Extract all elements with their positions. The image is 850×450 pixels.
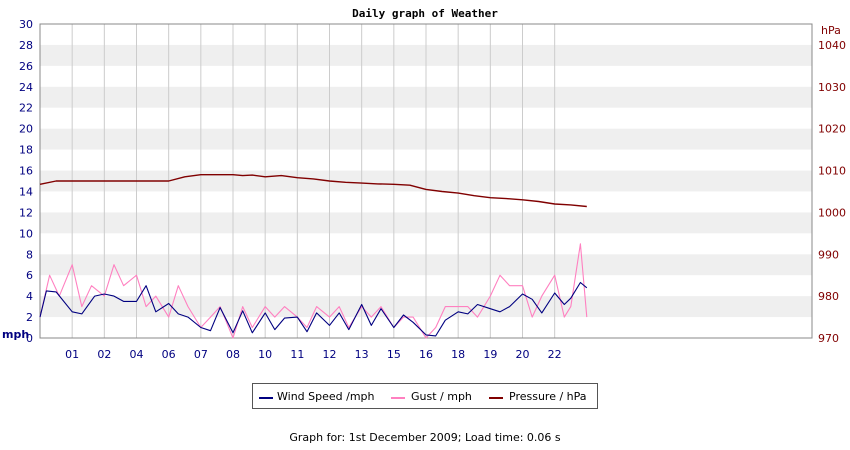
right-tick-label: 1000 xyxy=(818,206,846,219)
left-tick-label: 12 xyxy=(19,206,33,219)
right-tick-label: 970 xyxy=(818,332,839,345)
x-tick-label: 20 xyxy=(516,348,530,361)
right-tick-label: 1010 xyxy=(818,165,846,178)
x-tick-label: 06 xyxy=(162,348,176,361)
x-tick-label: 08 xyxy=(226,348,240,361)
series-line-wind-speed-mph xyxy=(39,281,588,337)
legend-swatch-pressure xyxy=(489,397,503,399)
series-line-pressure-hpa xyxy=(39,174,587,208)
x-tick-label: 22 xyxy=(548,348,562,361)
x-tick-label: 01 xyxy=(65,348,79,361)
x-tick-label: 15 xyxy=(387,348,401,361)
left-tick-label: 14 xyxy=(19,185,33,198)
right-tick-label: 990 xyxy=(818,248,839,261)
left-tick-label: 16 xyxy=(19,165,33,178)
left-tick-label: 10 xyxy=(19,227,33,240)
right-tick-label: 980 xyxy=(818,290,839,303)
x-tick-label: 07 xyxy=(194,348,208,361)
legend-item-pressure: Pressure / hPa xyxy=(509,390,587,403)
x-tick-label: 02 xyxy=(97,348,111,361)
x-tick-label: 04 xyxy=(130,348,144,361)
right-tick-label: 1030 xyxy=(818,81,846,94)
legend-swatch-gust xyxy=(391,397,405,399)
left-tick-label: 8 xyxy=(26,248,33,261)
chart-title: Daily graph of Weather xyxy=(352,7,498,20)
left-tick-label: 30 xyxy=(19,18,33,31)
right-tick-label: 1040 xyxy=(818,39,846,52)
legend: Wind Speed /mph Gust / mph Pressure / hP… xyxy=(252,383,598,409)
right-axis-unit-label: hPa xyxy=(821,24,841,37)
legend-swatch-wind xyxy=(259,397,273,399)
left-tick-label: 24 xyxy=(19,81,33,94)
left-tick-label: 0 xyxy=(26,332,33,345)
right-tick-label: 1020 xyxy=(818,123,846,136)
left-tick-label: 28 xyxy=(19,39,33,52)
left-tick-label: 6 xyxy=(26,269,33,282)
footer-info: Graph for: 1st December 2009; Load time:… xyxy=(289,431,561,444)
left-tick-label: 20 xyxy=(19,123,33,136)
x-tick-label: 13 xyxy=(355,348,369,361)
x-tick-label: 10 xyxy=(258,348,272,361)
legend-item-wind-speed: Wind Speed /mph xyxy=(277,390,375,403)
x-tick-label: 18 xyxy=(451,348,465,361)
x-tick-label: 12 xyxy=(323,348,337,361)
x-tick-label: 11 xyxy=(290,348,304,361)
x-tick-label: 16 xyxy=(419,348,433,361)
left-tick-label: 4 xyxy=(26,290,33,303)
legend-item-gust: Gust / mph xyxy=(411,390,472,403)
left-tick-label: 26 xyxy=(19,60,33,73)
left-tick-label: 2 xyxy=(26,311,33,324)
left-tick-label: 18 xyxy=(19,144,33,157)
left-tick-label: 22 xyxy=(19,102,33,115)
series-line-gust-mph xyxy=(39,243,588,339)
x-tick-label: 19 xyxy=(483,348,497,361)
left-axis-unit-label: mph xyxy=(2,328,29,341)
